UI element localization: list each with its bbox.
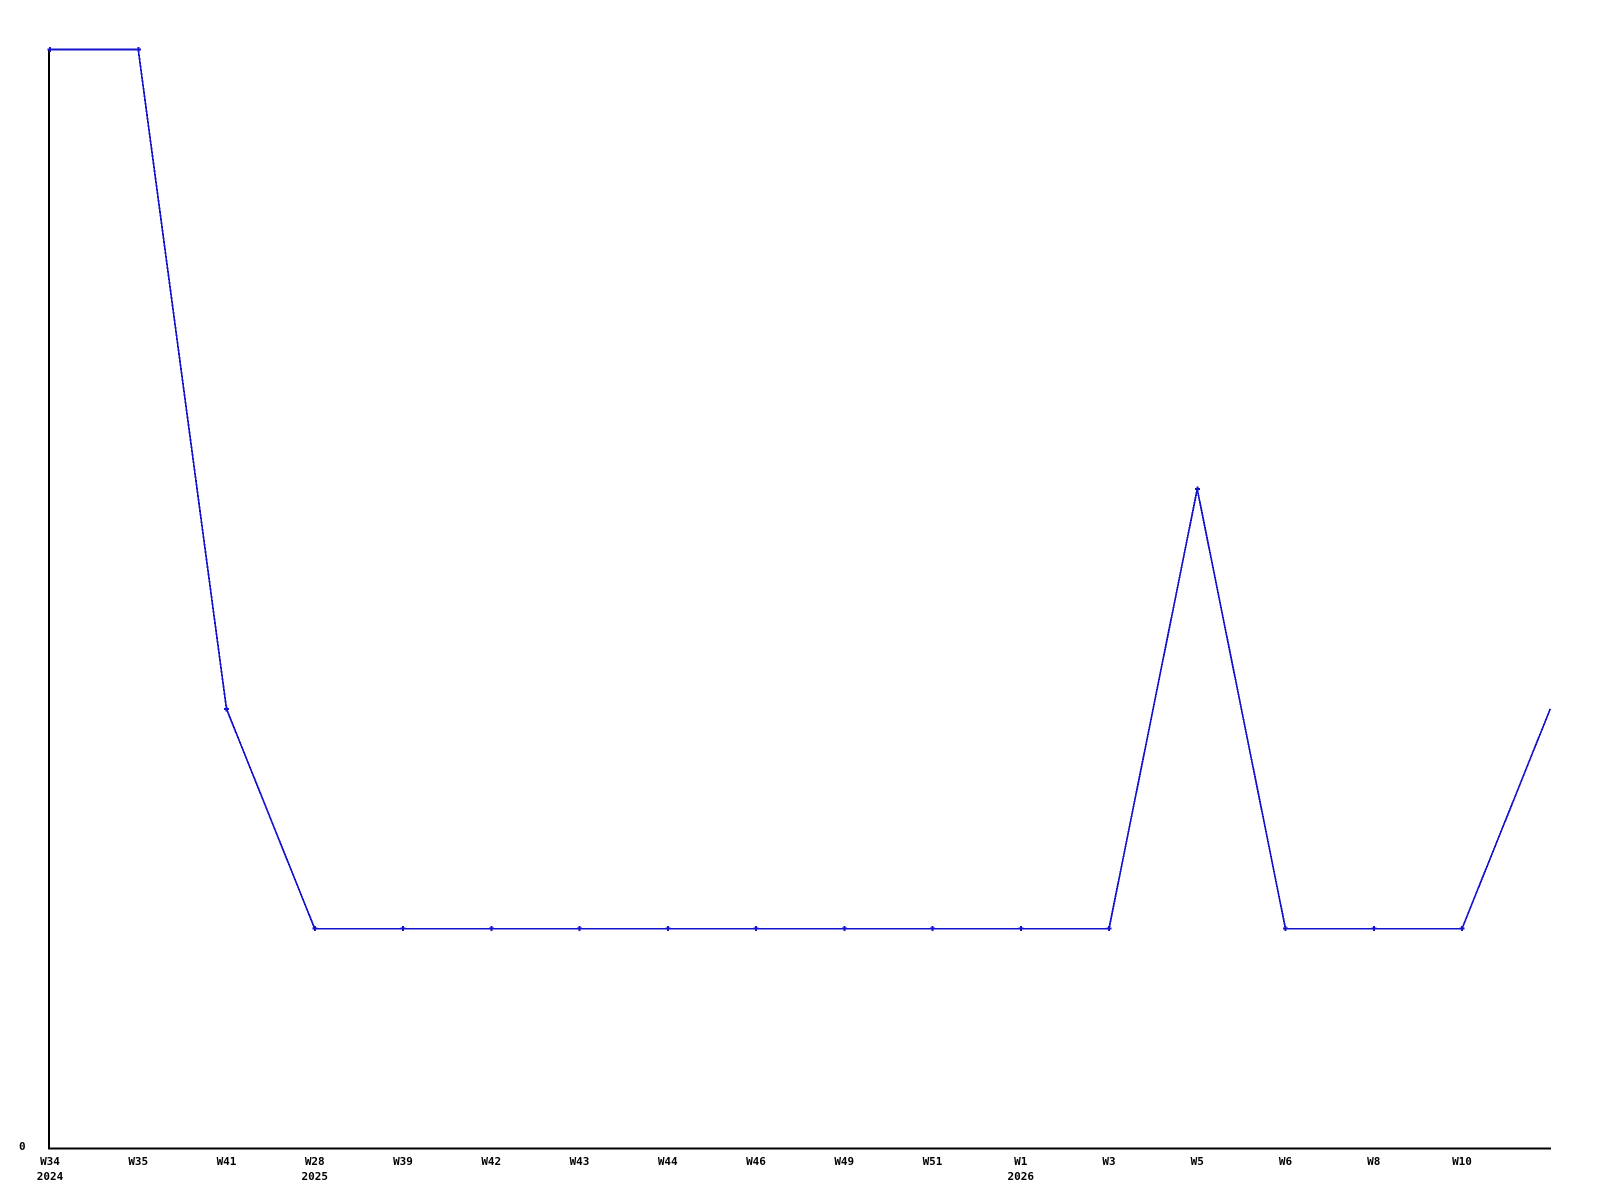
- data-line: [50, 48, 1552, 930]
- data-point-markers: [47, 47, 1465, 932]
- y-axis-zero-label: 0: [19, 1140, 26, 1153]
